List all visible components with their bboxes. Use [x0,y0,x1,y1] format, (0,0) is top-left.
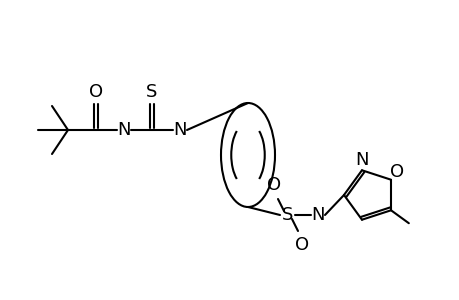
Text: N: N [354,151,368,169]
Text: N: N [117,121,130,139]
Text: S: S [282,206,293,224]
Text: O: O [294,236,308,254]
Text: N: N [173,121,186,139]
Text: N: N [311,206,324,224]
Text: O: O [266,176,280,194]
Text: O: O [389,163,403,181]
Text: O: O [89,83,103,101]
Text: S: S [146,83,157,101]
